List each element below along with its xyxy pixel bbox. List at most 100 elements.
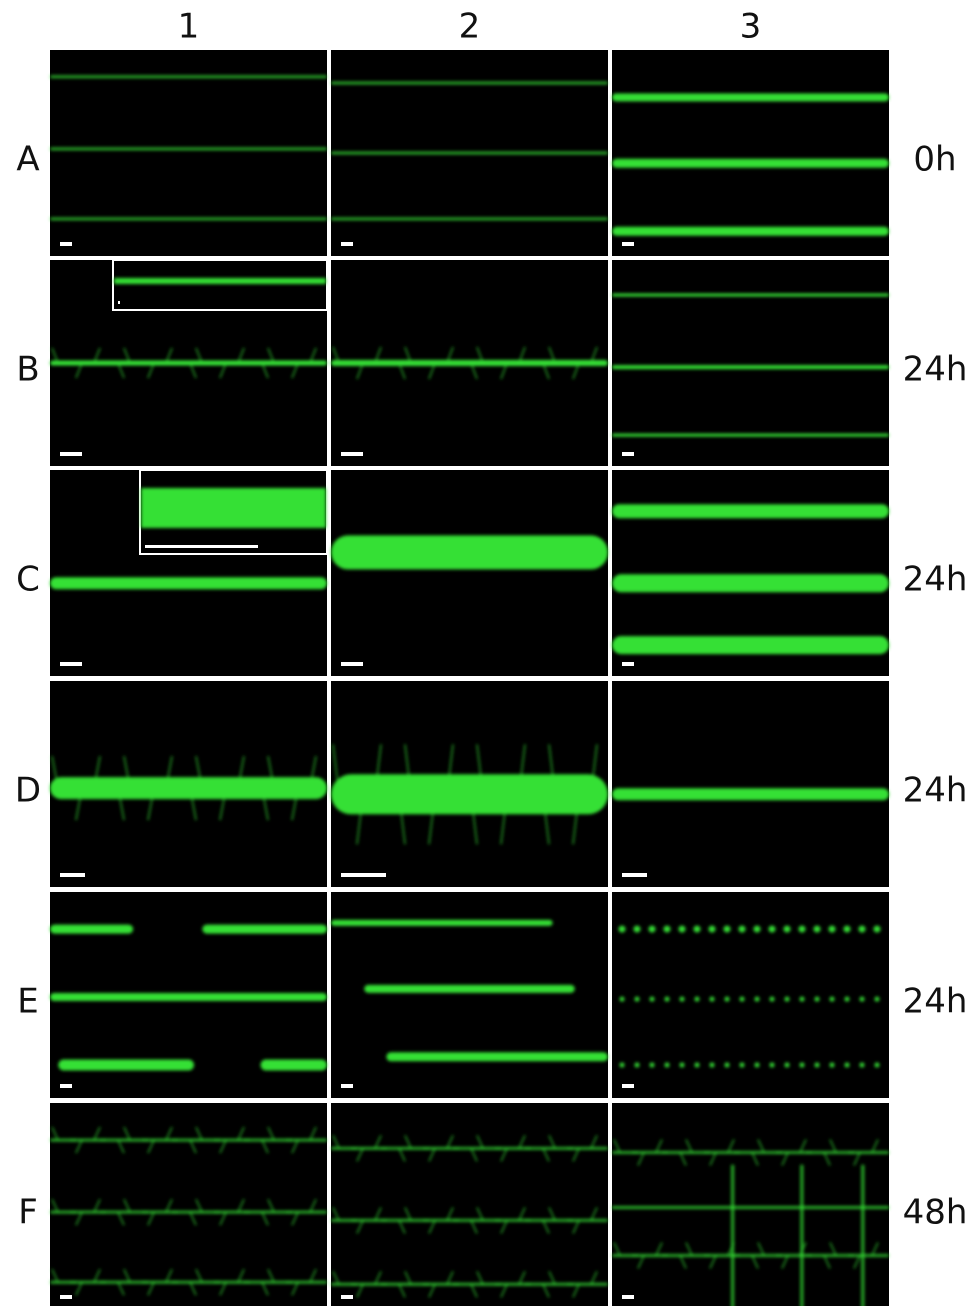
cell-process: [655, 1242, 663, 1256]
cell-dot: [618, 925, 626, 933]
cell-process: [309, 1268, 317, 1283]
cell-dot: [679, 996, 685, 1002]
cell-line: [612, 574, 889, 593]
cell-dot: [784, 1062, 790, 1068]
cells: [331, 1135, 608, 1298]
cells: [331, 744, 608, 845]
cell-process: [871, 1139, 879, 1153]
cell-process: [799, 1139, 807, 1153]
row-label: C: [16, 560, 40, 600]
cell-line: [50, 147, 327, 151]
cell-dot: [739, 996, 745, 1002]
row-label: D: [15, 771, 41, 811]
cell-process: [404, 744, 412, 795]
cell-process: [428, 794, 436, 845]
cell-process: [500, 1148, 508, 1162]
cell-process: [117, 787, 125, 821]
cells: [618, 925, 881, 1068]
cell-dot: [738, 925, 746, 933]
cell-process: [195, 347, 203, 364]
cell-process: [470, 1148, 478, 1162]
cell-dot: [619, 996, 625, 1002]
cells: [612, 504, 889, 655]
scale-bar: [622, 1295, 634, 1299]
cell-process: [75, 787, 83, 821]
cell-process: [476, 1207, 484, 1221]
cell-line: [50, 75, 327, 79]
cells: [612, 1139, 889, 1309]
cell-process: [291, 362, 299, 379]
cell-process: [117, 1281, 125, 1296]
cell-line: [731, 1164, 735, 1309]
cell-line: [331, 360, 608, 366]
cell-process: [572, 362, 580, 380]
cell-dot: [634, 1062, 640, 1068]
cell-dot: [844, 996, 850, 1002]
cell-dot: [859, 1062, 865, 1068]
cell-dot: [664, 996, 670, 1002]
cell-process: [123, 1198, 131, 1213]
micrograph: [50, 892, 327, 1098]
cell-process: [165, 1198, 173, 1213]
cell-process: [446, 744, 454, 795]
scale-bar: [60, 873, 85, 877]
cell-process: [829, 1242, 837, 1256]
cell-process: [655, 1139, 663, 1153]
scale-bar: [341, 242, 353, 246]
panel: [612, 892, 889, 1098]
cell-process: [542, 1148, 550, 1162]
cell-process: [727, 1139, 735, 1153]
cell-process: [261, 1281, 269, 1296]
cell-line: [50, 1138, 327, 1142]
cell-process: [679, 1152, 687, 1166]
cell-process: [332, 1207, 340, 1221]
cell-process: [291, 1281, 299, 1296]
cell-process: [267, 1268, 275, 1283]
scale-bar: [341, 873, 386, 877]
cell-process: [75, 1281, 83, 1296]
cell-dot: [769, 1062, 775, 1068]
cell-process: [709, 1152, 717, 1166]
cell-line: [331, 151, 608, 155]
cell-dot: [648, 925, 656, 933]
cell-process: [309, 347, 317, 364]
cell-dot: [843, 925, 851, 933]
cell-process: [165, 1268, 173, 1283]
cell-process: [291, 1211, 299, 1226]
cell-process: [332, 744, 340, 795]
cell-process: [219, 787, 227, 821]
cell-process: [404, 1135, 412, 1149]
cell-process: [590, 1207, 598, 1221]
cell-process: [75, 1211, 83, 1226]
cell-process: [117, 362, 125, 379]
cell-dot: [798, 925, 806, 933]
cell-process: [446, 1207, 454, 1221]
cell-process: [685, 1242, 693, 1256]
cell-dot: [844, 1062, 850, 1068]
cell-process: [548, 744, 556, 795]
cell-process: [195, 1198, 203, 1213]
cell-dot: [799, 1062, 805, 1068]
cell-line: [612, 636, 889, 655]
cell-process: [751, 1255, 759, 1269]
cell-process: [637, 1152, 645, 1166]
cell-process: [613, 1242, 621, 1256]
cell-line: [331, 1282, 608, 1286]
column-label: 1: [178, 7, 200, 47]
scale-bar: [60, 242, 72, 246]
cell-process: [500, 1283, 508, 1298]
scale-bar: [60, 452, 82, 456]
cell-process: [404, 346, 412, 364]
cell-process: [75, 362, 83, 379]
cell-line: [202, 924, 327, 934]
cell-process: [332, 1270, 340, 1285]
scale-bar: [622, 662, 634, 666]
cell-line: [612, 365, 889, 370]
cell-process: [332, 1135, 340, 1149]
cell-process: [237, 755, 245, 789]
cell-dot: [784, 996, 790, 1002]
cell-process: [374, 744, 382, 795]
cell-process: [165, 1126, 173, 1141]
cell-process: [374, 1270, 382, 1285]
cell-line: [612, 504, 889, 519]
